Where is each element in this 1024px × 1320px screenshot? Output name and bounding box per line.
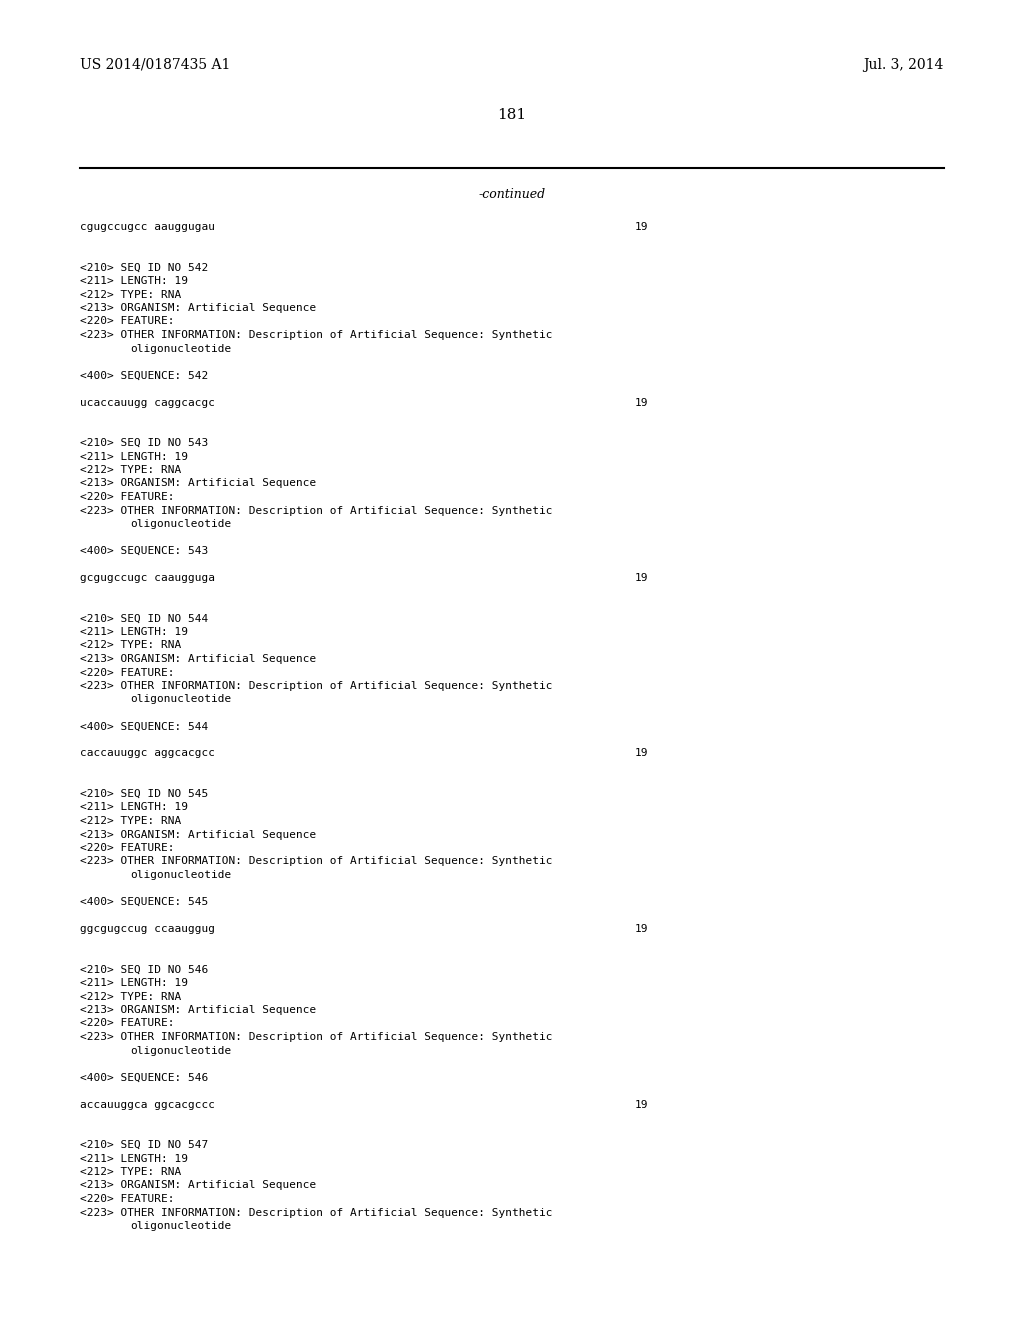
Text: <220> FEATURE:: <220> FEATURE: (80, 317, 174, 326)
Text: 19: 19 (635, 924, 648, 935)
Text: <211> LENGTH: 19: <211> LENGTH: 19 (80, 627, 188, 638)
Text: <210> SEQ ID NO 543: <210> SEQ ID NO 543 (80, 438, 208, 447)
Text: <220> FEATURE:: <220> FEATURE: (80, 492, 174, 502)
Text: oligonucleotide: oligonucleotide (130, 694, 231, 705)
Text: <220> FEATURE:: <220> FEATURE: (80, 1195, 174, 1204)
Text: <210> SEQ ID NO 547: <210> SEQ ID NO 547 (80, 1140, 208, 1150)
Text: <210> SEQ ID NO 542: <210> SEQ ID NO 542 (80, 263, 208, 272)
Text: oligonucleotide: oligonucleotide (130, 1221, 231, 1232)
Text: oligonucleotide: oligonucleotide (130, 519, 231, 529)
Text: <212> TYPE: RNA: <212> TYPE: RNA (80, 289, 181, 300)
Text: <400> SEQUENCE: 542: <400> SEQUENCE: 542 (80, 371, 208, 380)
Text: caccauuggc aggcacgcc: caccauuggc aggcacgcc (80, 748, 215, 759)
Text: <212> TYPE: RNA: <212> TYPE: RNA (80, 991, 181, 1002)
Text: <211> LENGTH: 19: <211> LENGTH: 19 (80, 276, 188, 286)
Text: <212> TYPE: RNA: <212> TYPE: RNA (80, 816, 181, 826)
Text: <211> LENGTH: 19: <211> LENGTH: 19 (80, 451, 188, 462)
Text: 181: 181 (498, 108, 526, 121)
Text: oligonucleotide: oligonucleotide (130, 870, 231, 880)
Text: <223> OTHER INFORMATION: Description of Artificial Sequence: Synthetic: <223> OTHER INFORMATION: Description of … (80, 1208, 553, 1217)
Text: <212> TYPE: RNA: <212> TYPE: RNA (80, 640, 181, 651)
Text: oligonucleotide: oligonucleotide (130, 1045, 231, 1056)
Text: <400> SEQUENCE: 546: <400> SEQUENCE: 546 (80, 1072, 208, 1082)
Text: <223> OTHER INFORMATION: Description of Artificial Sequence: Synthetic: <223> OTHER INFORMATION: Description of … (80, 681, 553, 690)
Text: <213> ORGANISM: Artificial Sequence: <213> ORGANISM: Artificial Sequence (80, 304, 316, 313)
Text: <400> SEQUENCE: 544: <400> SEQUENCE: 544 (80, 722, 208, 731)
Text: US 2014/0187435 A1: US 2014/0187435 A1 (80, 58, 230, 73)
Text: accauuggca ggcacgccc: accauuggca ggcacgccc (80, 1100, 215, 1110)
Text: 19: 19 (635, 748, 648, 759)
Text: 19: 19 (635, 1100, 648, 1110)
Text: <223> OTHER INFORMATION: Description of Artificial Sequence: Synthetic: <223> OTHER INFORMATION: Description of … (80, 506, 553, 516)
Text: <223> OTHER INFORMATION: Description of Artificial Sequence: Synthetic: <223> OTHER INFORMATION: Description of … (80, 857, 553, 866)
Text: gcgugccugc caaugguga: gcgugccugc caaugguga (80, 573, 215, 583)
Text: 19: 19 (635, 397, 648, 408)
Text: -continued: -continued (478, 187, 546, 201)
Text: <211> LENGTH: 19: <211> LENGTH: 19 (80, 1154, 188, 1163)
Text: <210> SEQ ID NO 546: <210> SEQ ID NO 546 (80, 965, 208, 974)
Text: ggcgugccug ccaauggug: ggcgugccug ccaauggug (80, 924, 215, 935)
Text: <400> SEQUENCE: 545: <400> SEQUENCE: 545 (80, 898, 208, 907)
Text: <211> LENGTH: 19: <211> LENGTH: 19 (80, 978, 188, 987)
Text: <223> OTHER INFORMATION: Description of Artificial Sequence: Synthetic: <223> OTHER INFORMATION: Description of … (80, 330, 553, 341)
Text: <213> ORGANISM: Artificial Sequence: <213> ORGANISM: Artificial Sequence (80, 653, 316, 664)
Text: <213> ORGANISM: Artificial Sequence: <213> ORGANISM: Artificial Sequence (80, 1005, 316, 1015)
Text: <210> SEQ ID NO 544: <210> SEQ ID NO 544 (80, 614, 208, 623)
Text: <400> SEQUENCE: 543: <400> SEQUENCE: 543 (80, 546, 208, 556)
Text: Jul. 3, 2014: Jul. 3, 2014 (863, 58, 944, 73)
Text: <213> ORGANISM: Artificial Sequence: <213> ORGANISM: Artificial Sequence (80, 829, 316, 840)
Text: 19: 19 (635, 573, 648, 583)
Text: <220> FEATURE:: <220> FEATURE: (80, 668, 174, 677)
Text: <220> FEATURE:: <220> FEATURE: (80, 1019, 174, 1028)
Text: <220> FEATURE:: <220> FEATURE: (80, 843, 174, 853)
Text: oligonucleotide: oligonucleotide (130, 343, 231, 354)
Text: <212> TYPE: RNA: <212> TYPE: RNA (80, 1167, 181, 1177)
Text: <213> ORGANISM: Artificial Sequence: <213> ORGANISM: Artificial Sequence (80, 1180, 316, 1191)
Text: <210> SEQ ID NO 545: <210> SEQ ID NO 545 (80, 789, 208, 799)
Text: ucaccauugg caggcacgc: ucaccauugg caggcacgc (80, 397, 215, 408)
Text: <211> LENGTH: 19: <211> LENGTH: 19 (80, 803, 188, 813)
Text: <212> TYPE: RNA: <212> TYPE: RNA (80, 465, 181, 475)
Text: 19: 19 (635, 222, 648, 232)
Text: <223> OTHER INFORMATION: Description of Artificial Sequence: Synthetic: <223> OTHER INFORMATION: Description of … (80, 1032, 553, 1041)
Text: <213> ORGANISM: Artificial Sequence: <213> ORGANISM: Artificial Sequence (80, 479, 316, 488)
Text: cgugccugcc aauggugau: cgugccugcc aauggugau (80, 222, 215, 232)
